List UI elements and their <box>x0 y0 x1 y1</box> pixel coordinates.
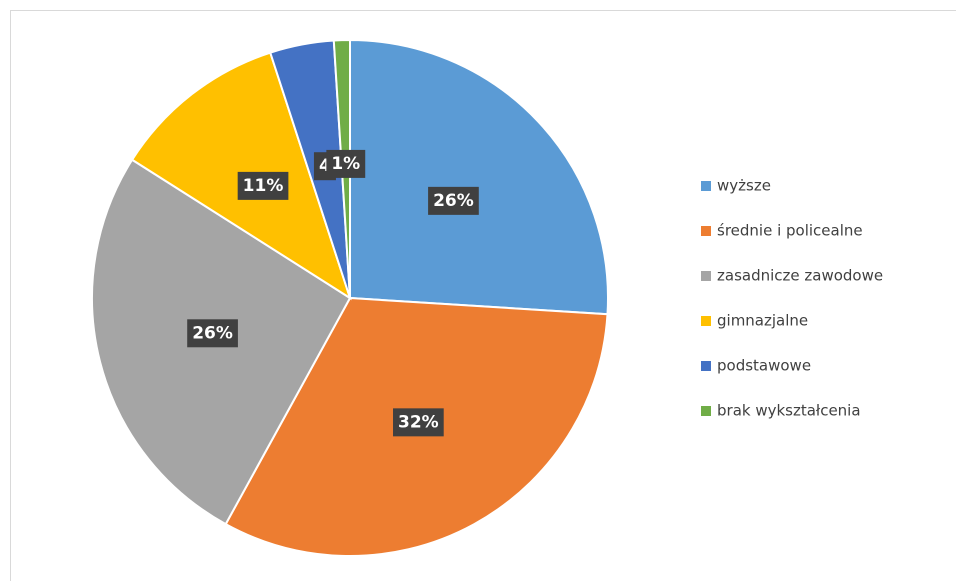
data-label: 1% <box>331 154 360 174</box>
legend-label: podstawowe <box>717 357 811 375</box>
legend-label: gimnazjalne <box>717 312 808 330</box>
legend-swatch <box>701 406 711 416</box>
data-label: 26% <box>192 323 233 343</box>
legend-label: wyższe <box>717 177 771 195</box>
legend-label: zasadnicze zawodowe <box>717 267 883 285</box>
data-label: 11% <box>243 176 284 196</box>
legend-swatch <box>701 226 711 236</box>
legend-label: brak wykształcenia <box>717 402 861 420</box>
legend-swatch <box>701 316 711 326</box>
legend-box <box>691 166 941 441</box>
data-label: 32% <box>398 412 439 432</box>
pie-slice <box>349 38 609 316</box>
data-label-box <box>428 186 479 215</box>
legend-swatch <box>701 271 711 281</box>
data-label-box <box>187 319 238 348</box>
data-label-box <box>393 408 444 437</box>
legend-label: średnie i policealne <box>717 222 863 240</box>
data-label: 26% <box>433 191 474 211</box>
data-label-box <box>326 149 366 178</box>
legend-swatch <box>701 181 711 191</box>
legend-swatch <box>701 361 711 371</box>
data-label-box <box>237 171 289 200</box>
